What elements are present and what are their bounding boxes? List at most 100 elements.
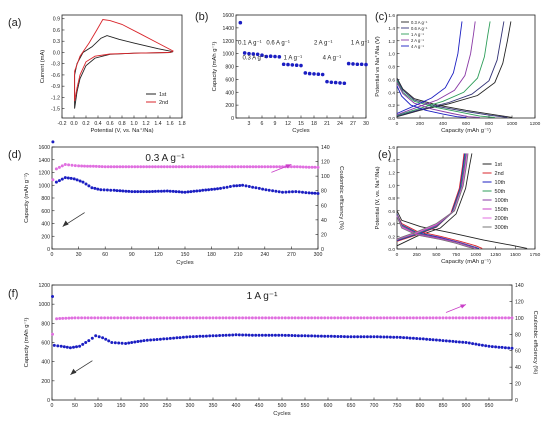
x-tick-label: 210	[234, 252, 243, 258]
efficiency-point	[250, 316, 254, 320]
panel-letter: (b)	[195, 11, 208, 23]
efficiency-point	[254, 165, 258, 169]
efficiency-point	[270, 316, 274, 320]
y-tick-label: -0.6	[51, 73, 60, 79]
efficiency-point	[300, 316, 304, 320]
y2-tick-label: 80	[515, 332, 521, 338]
efficiency-point	[145, 316, 149, 320]
efficiency-point	[168, 316, 172, 320]
y-tick-label: -0.9	[51, 84, 60, 90]
legend-label: 2nd	[159, 100, 168, 106]
efficiency-point	[242, 165, 246, 169]
chart-title: 0.3 A g⁻¹	[145, 153, 185, 164]
capacity-point	[228, 185, 232, 188]
capacity-point	[255, 52, 260, 57]
efficiency-point	[267, 316, 271, 320]
efficiency-point	[369, 316, 373, 320]
efficiency-point	[264, 316, 268, 320]
efficiency-point	[93, 316, 97, 320]
y-tick-label: 1200	[222, 39, 234, 45]
capacity-point	[352, 335, 356, 339]
efficiency-point	[293, 316, 297, 320]
y-axis-label: Capacity (mAh g⁻¹)	[24, 318, 30, 368]
efficiency-point	[204, 316, 208, 320]
efficiency-point	[159, 165, 163, 169]
y-tick-label: 0.6	[388, 209, 395, 215]
efficiency-point	[77, 164, 81, 168]
efficiency-point	[269, 165, 273, 169]
panel-d: 0 30 60 90 120 150 180 210 240 270 300020040060080…	[24, 140, 344, 266]
rate-annotation: 1 A g⁻¹	[284, 55, 303, 61]
capacity-point	[52, 343, 56, 347]
x-tick-label: 150	[117, 403, 126, 409]
efficiency-point	[210, 165, 214, 169]
efficiency-point	[178, 316, 182, 320]
x-axis-label: Capacity (mAh g⁻¹)	[441, 259, 491, 265]
rate-annotation: 0.1 A g⁻¹	[238, 41, 262, 47]
efficiency-point	[115, 165, 119, 169]
y-tick-label: 0.8	[388, 196, 395, 202]
capacity-point	[244, 333, 248, 337]
x-tick-label: 1200	[530, 121, 541, 127]
capacity-point	[101, 336, 105, 340]
capacity-point	[316, 72, 321, 77]
x-tick-label: 1750	[530, 252, 541, 258]
y2-tick-label: 60	[515, 349, 521, 355]
legend-label: 10th	[495, 180, 506, 186]
legend-label: 150th	[495, 207, 509, 213]
y-tick-label: 1200	[38, 171, 50, 177]
efficiency-point	[55, 317, 59, 321]
efficiency-point	[295, 165, 299, 169]
x-tick-label: 200	[140, 403, 149, 409]
efficiency-point	[251, 165, 255, 169]
capacity-point	[201, 188, 205, 192]
efficiency-point	[266, 165, 270, 169]
capacity-point	[107, 339, 111, 343]
y-tick-label: 0.0	[388, 247, 395, 253]
efficiency-point	[106, 165, 110, 169]
x-tick-label: 27	[350, 121, 356, 127]
efficiency-point	[61, 316, 65, 320]
efficiency-point	[237, 316, 241, 320]
efficiency-point	[507, 316, 511, 320]
efficiency-point	[121, 165, 125, 169]
capacity-point	[421, 337, 425, 341]
efficiency-point	[155, 316, 159, 320]
y-tick-label: 800	[225, 65, 234, 71]
discharge-curve	[396, 79, 508, 118]
x-tick-label: 100	[94, 403, 103, 409]
y2-tick-label: 100	[515, 316, 524, 322]
x-tick-label: 0.8	[118, 121, 125, 127]
efficiency-point	[241, 316, 245, 320]
capacity-point	[139, 339, 143, 343]
discharge-curve	[396, 210, 528, 249]
y-tick-label: 1.0	[388, 183, 395, 189]
efficiency-point	[174, 165, 178, 169]
x-tick-label: 9	[274, 121, 277, 127]
capacity-point	[189, 190, 193, 194]
discharge-curve	[396, 213, 483, 249]
capacity-point	[346, 61, 351, 66]
y2-tick-label: 140	[515, 283, 524, 289]
capacity-point	[185, 335, 189, 339]
capacity-point	[192, 189, 196, 193]
efficiency-point	[129, 316, 133, 320]
capacity-point	[300, 334, 304, 338]
capacity-point	[454, 340, 458, 344]
efficiency-point	[313, 165, 317, 169]
y-tick-label: 0	[47, 398, 50, 404]
y2-tick-label: 120	[515, 299, 524, 305]
y2-tick-label: 140	[321, 145, 330, 151]
capacity-point	[133, 340, 137, 344]
capacity-point	[283, 333, 287, 337]
capacity-point	[216, 187, 219, 191]
legend-label: 1st	[159, 92, 167, 98]
capacity-point	[251, 52, 256, 56]
capacity-point	[312, 72, 316, 76]
capacity-point	[375, 335, 379, 339]
efficiency-point	[233, 165, 237, 169]
capacity-point	[145, 338, 149, 342]
efficiency-point	[201, 316, 205, 320]
x-tick-label: 250	[163, 403, 172, 409]
